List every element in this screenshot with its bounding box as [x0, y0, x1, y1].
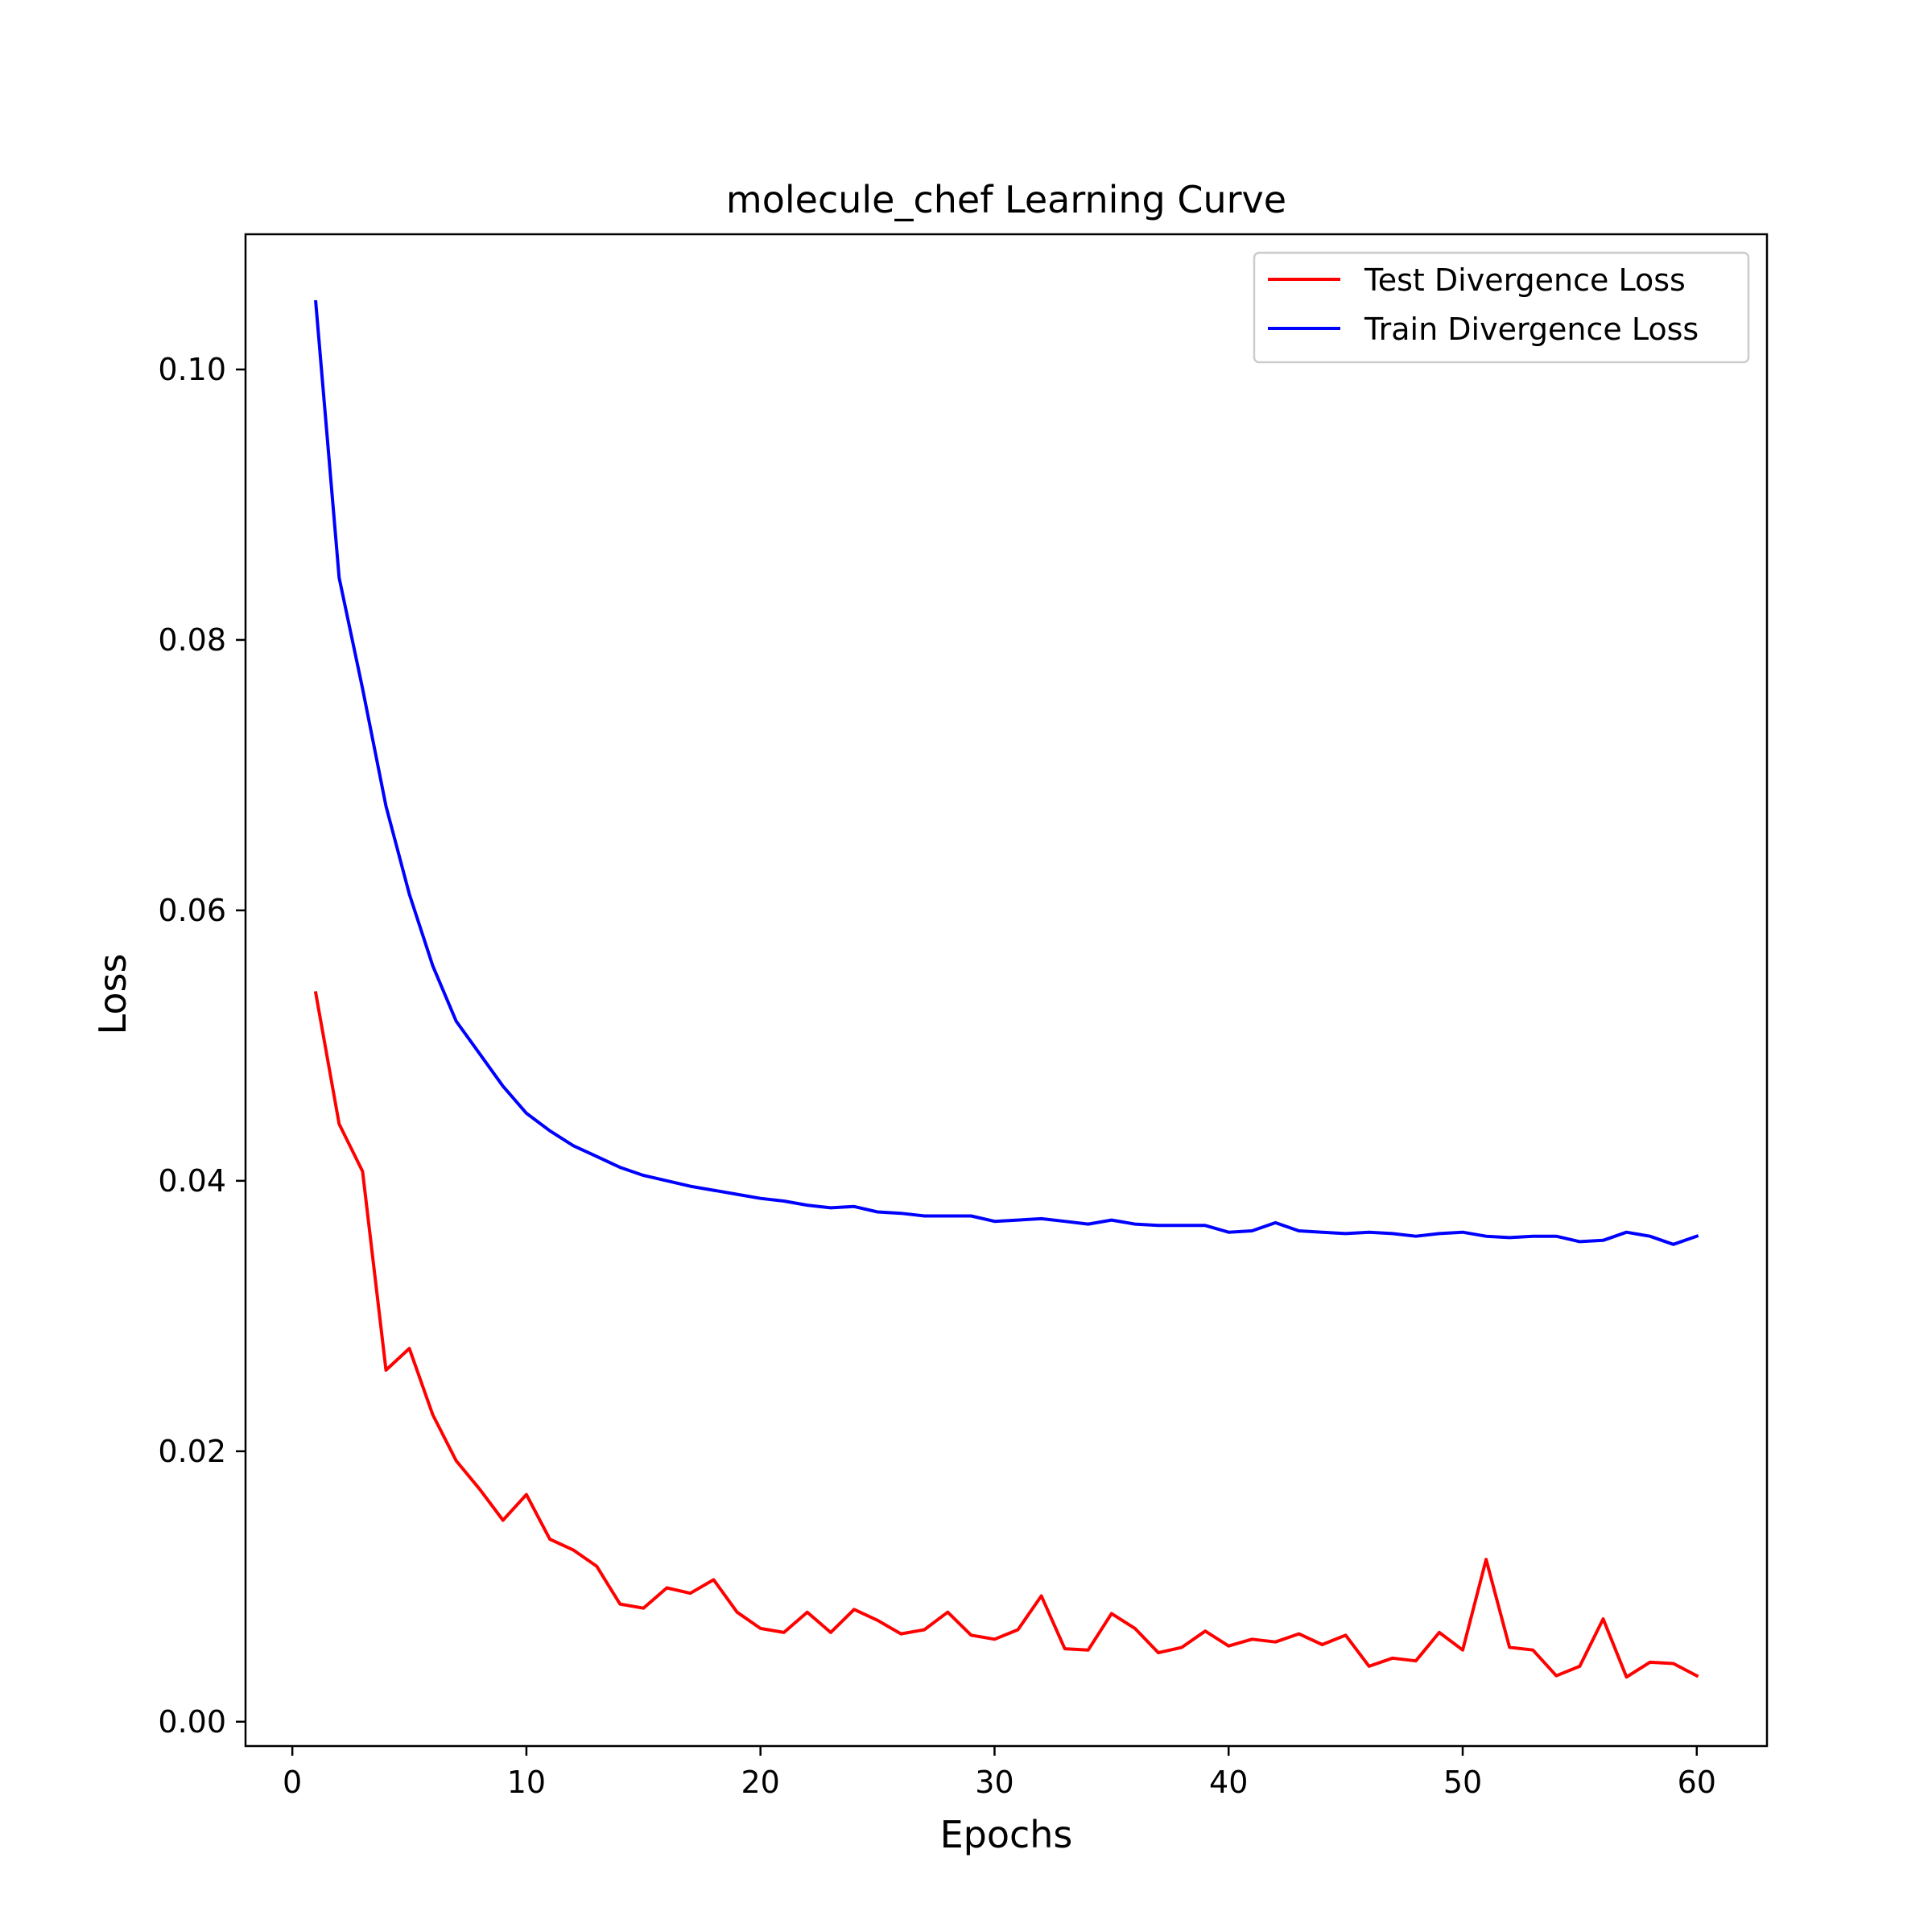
- x-tick-label: 30: [975, 1765, 1013, 1800]
- x-tick-label: 40: [1209, 1765, 1248, 1800]
- series-line-test-divergence-loss: [313, 991, 1699, 1679]
- series-layer: [313, 299, 1699, 1679]
- x-tick-label: 50: [1443, 1765, 1482, 1800]
- chart-title: molecule_chef Learning Curve: [726, 178, 1286, 221]
- plot-frame: [244, 233, 1769, 1748]
- x-tick-label: 10: [507, 1765, 546, 1800]
- x-axis-title: Epochs: [940, 1813, 1073, 1856]
- legend-label-test: Test Divergence Loss: [1364, 262, 1686, 298]
- y-axis-ticks: 0.00 0.02 0.04 0.06 0.08 0.10: [158, 352, 246, 1740]
- y-axis-title: Loss: [91, 954, 134, 1035]
- legend-label-train: Train Divergence Loss: [1364, 312, 1699, 347]
- y-tick-label: 0.00: [158, 1704, 226, 1740]
- y-tick-label: 0.08: [158, 622, 226, 658]
- y-tick-label: 0.02: [158, 1434, 226, 1469]
- x-axis-ticks: 0 10 20 30 40 50 60: [283, 1746, 1716, 1800]
- y-tick-label: 0.04: [158, 1163, 226, 1199]
- x-tick-label: 20: [741, 1765, 780, 1800]
- x-tick-label: 0: [283, 1765, 302, 1800]
- legend: Test Divergence Loss Train Divergence Lo…: [1253, 251, 1750, 364]
- y-tick-label: 0.10: [158, 352, 226, 387]
- series-line-train-divergence-loss: [314, 299, 1699, 1246]
- x-tick-label: 60: [1678, 1765, 1716, 1800]
- y-tick-label: 0.06: [158, 893, 226, 928]
- legend-box: [1253, 251, 1750, 364]
